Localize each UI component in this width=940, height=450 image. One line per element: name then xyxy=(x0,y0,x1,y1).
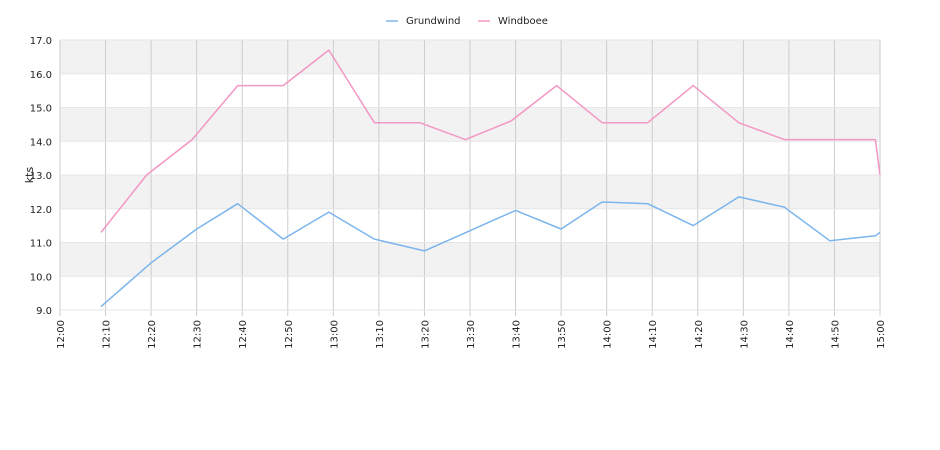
x-axis-tick-labels: 12:00 12:10 12:20 12:30 12:40 12:50 13:00 13:10… xyxy=(56,320,887,349)
y-tick-label: 14.0 xyxy=(30,137,52,148)
x-tick-label: 15:00 xyxy=(876,320,887,349)
legend-label: Windboee xyxy=(498,16,548,27)
legend[interactable]: Grundwind Windboee xyxy=(386,16,548,27)
series-line-grundwind xyxy=(100,196,881,308)
y-tick-label: 9.0 xyxy=(36,306,52,317)
x-tick-label: 12:50 xyxy=(284,320,295,349)
x-tick-label: 14:20 xyxy=(694,320,705,349)
legend-item-windboee[interactable]: Windboee xyxy=(478,16,548,27)
legend-label: Grundwind xyxy=(406,16,461,27)
x-tick-label: 14:00 xyxy=(603,320,614,349)
x-tick-label: 13:40 xyxy=(512,320,523,349)
x-tick-label: 14:40 xyxy=(785,320,796,349)
y-axis-tick-labels: 9.0 10.0 11.0 12.0 13.0 14.0 15.0 16.0 17.0 xyxy=(30,36,52,317)
y-tick-label: 13.0 xyxy=(30,171,52,182)
y-tick-label: 15.0 xyxy=(30,104,52,115)
x-tick-label: 13:20 xyxy=(420,320,431,349)
series-line-windboee xyxy=(100,49,881,233)
y-axis-title: kts xyxy=(23,167,36,184)
x-tick-label: 13:50 xyxy=(557,320,568,349)
x-tick-label: 13:00 xyxy=(329,320,340,349)
x-tick-label: 14:30 xyxy=(739,320,750,349)
x-tick-label: 14:10 xyxy=(648,320,659,349)
x-tick-label: 13:10 xyxy=(375,320,386,349)
vertical-gridlines xyxy=(59,40,881,316)
series-lines xyxy=(100,49,881,308)
x-tick-label: 12:00 xyxy=(56,320,67,349)
x-tick-label: 13:30 xyxy=(466,320,477,349)
x-tick-label: 12:30 xyxy=(193,320,204,349)
x-tick-label: 12:10 xyxy=(102,320,113,349)
y-tick-label: 11.0 xyxy=(30,239,52,250)
y-tick-label: 17.0 xyxy=(30,36,52,47)
y-tick-label: 12.0 xyxy=(30,205,52,216)
horizontal-gridlines xyxy=(60,39,880,311)
y-tick-label: 10.0 xyxy=(30,272,52,283)
legend-item-grundwind[interactable]: Grundwind xyxy=(386,16,461,27)
x-tick-label: 12:20 xyxy=(147,320,158,349)
x-tick-label: 14:50 xyxy=(830,320,841,349)
x-tick-label: 12:40 xyxy=(238,320,249,349)
y-tick-label: 16.0 xyxy=(30,70,52,81)
